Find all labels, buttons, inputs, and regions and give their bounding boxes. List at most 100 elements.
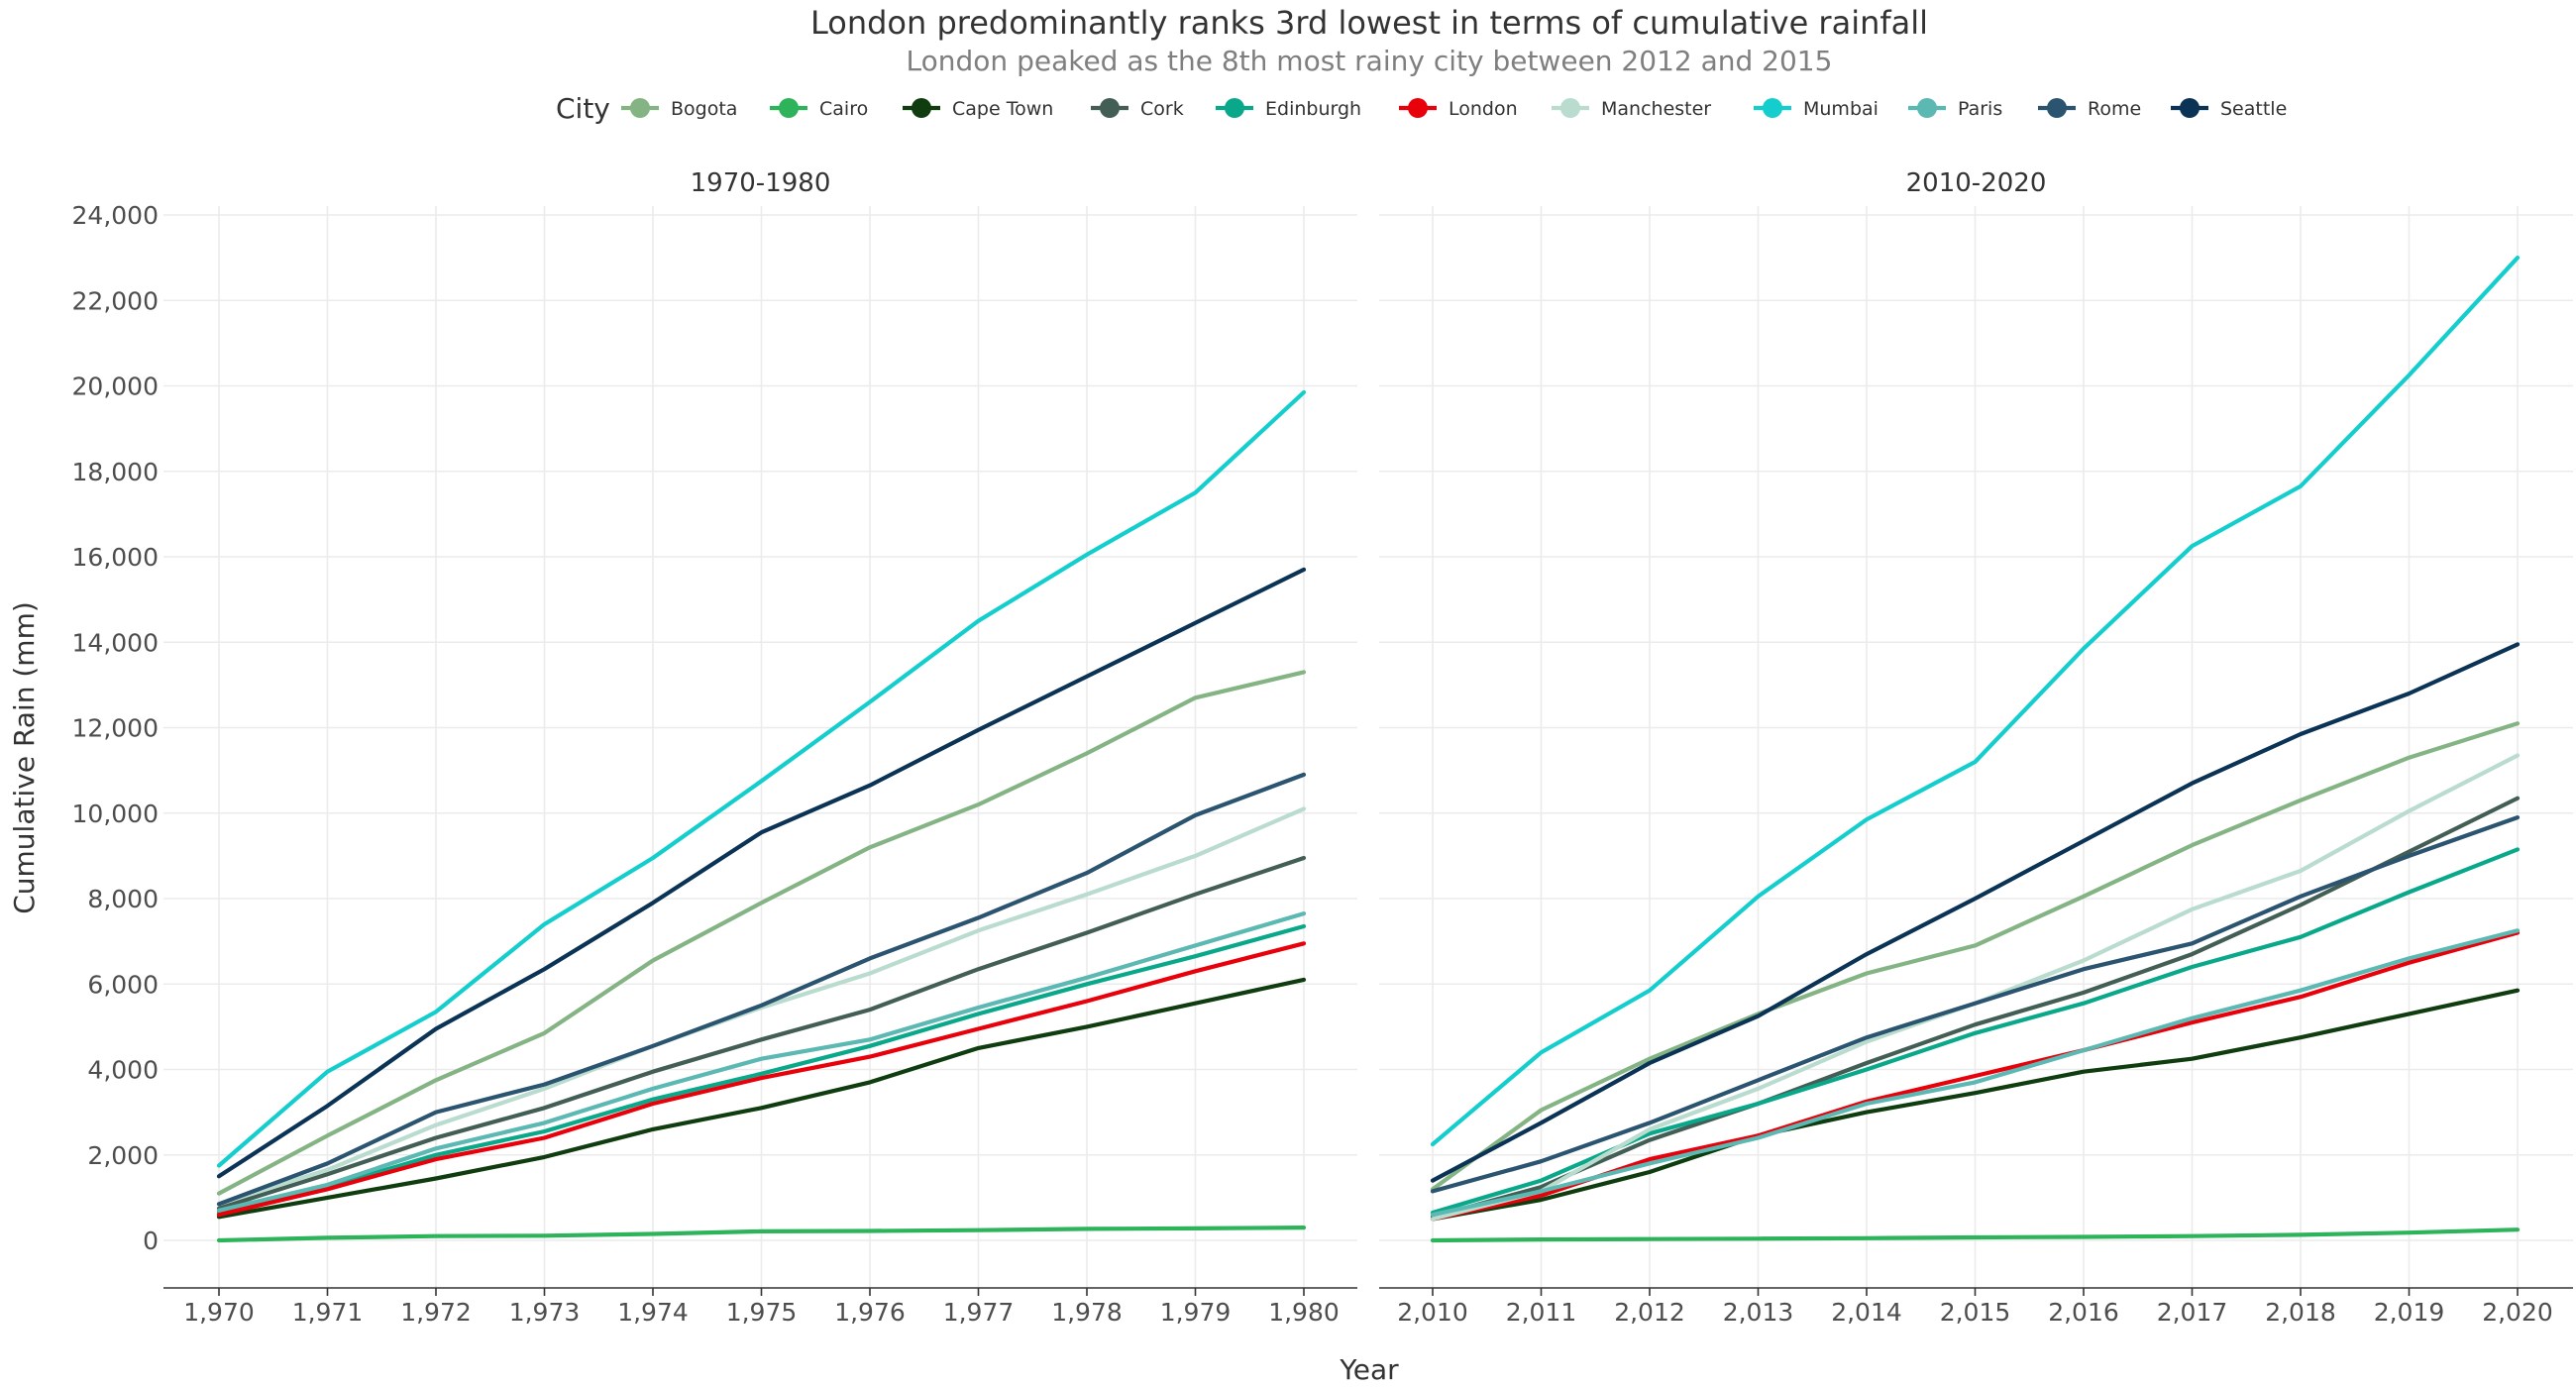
panel-2010-2020: 2010-2020 2,010 2,011 2,012 2,013 2,014 2,015 2…	[1379, 168, 2573, 1327]
legend-item-seattle: Seattle	[2171, 98, 2287, 120]
series-line-cairo	[1430, 1227, 2521, 1243]
legend-label: Cork	[1140, 98, 1184, 120]
gridlines	[163, 206, 1357, 1288]
legend-key-dot	[912, 98, 931, 118]
x-tick-label: 1,974	[617, 1298, 689, 1327]
legend-key-dot	[1763, 98, 1782, 118]
x-tick-label: 2,017	[2157, 1298, 2228, 1327]
legend-item-mumbai: Mumbai	[1754, 98, 1878, 120]
y-tick-label: 14,000	[72, 628, 159, 657]
x-tick-label: 2,014	[1831, 1298, 1902, 1327]
series-line-mumbai	[1430, 256, 2521, 1147]
series-lines	[1430, 256, 2521, 1243]
x-tick-label: 2,013	[1723, 1298, 1794, 1327]
series-line-bogota	[216, 670, 1307, 1196]
x-tick-label: 2,011	[1506, 1298, 1577, 1327]
series-line-cork	[216, 855, 1307, 1211]
legend-title: City	[556, 92, 610, 125]
panel-1970-1980: 1970-1980 1,970 1,971 1,972 1,973 1,974 1,975 1…	[72, 168, 1357, 1327]
x-tick-label: 2,015	[1940, 1298, 2011, 1327]
legend-key-dot	[630, 98, 650, 118]
series-line-paris	[1430, 928, 2521, 1218]
y-tick-label: 10,000	[72, 800, 159, 828]
series-line-rome	[1430, 815, 2521, 1194]
y-tick-label: 22,000	[72, 286, 159, 315]
x-tick-label: 1,971	[292, 1298, 364, 1327]
legend-label: Mumbai	[1803, 98, 1878, 120]
legend-label: Paris	[1958, 98, 2002, 120]
series-line-cape-town	[216, 977, 1307, 1220]
y-tick-label: 8,000	[87, 885, 159, 913]
x-tick-label: 2,016	[2048, 1298, 2119, 1327]
series-line-mumbai	[216, 389, 1307, 1168]
y-tick-label: 12,000	[72, 714, 159, 743]
legend-item-rome: Rome	[2038, 98, 2141, 120]
legend-key-dot	[1917, 98, 1937, 118]
series-line-london	[216, 941, 1307, 1218]
x-tick-label: 1,973	[509, 1298, 581, 1327]
x-tick-label: 1,977	[943, 1298, 1015, 1327]
legend-label: Bogota	[671, 98, 737, 120]
legend-item-paris: Paris	[1908, 98, 2002, 120]
series-line-cairo	[216, 1226, 1307, 1243]
chart-panels: 1970-1980 1,970 1,971 1,972 1,973 1,974 1,975 1…	[72, 168, 2573, 1327]
legend-item-manchester: Manchester	[1552, 98, 1711, 120]
x-axis-title: Year	[1339, 1353, 1399, 1386]
legend-item-cork: Cork	[1091, 98, 1184, 120]
x-tick-label: 2,020	[2482, 1298, 2553, 1327]
legend-label: Edinburgh	[1265, 98, 1361, 120]
y-axis-title: Cumulative Rain (mm)	[8, 601, 41, 914]
series-line-bogota	[1430, 721, 2521, 1192]
legend-item-cape-town: Cape Town	[903, 98, 1053, 120]
x-tick-label: 2,012	[1614, 1298, 1685, 1327]
y-tick-label: 4,000	[87, 1056, 159, 1085]
legend-key-dot	[1560, 98, 1580, 118]
legend-label: London	[1449, 98, 1518, 120]
legend-item-edinburgh: Edinburgh	[1216, 98, 1361, 120]
legend-label: Cape Town	[952, 98, 1053, 120]
legend-label: Rome	[2088, 98, 2141, 120]
series-line-edinburgh	[216, 923, 1307, 1216]
chart-subtitle: London peaked as the 8th most rainy city…	[907, 45, 1833, 77]
series-line-cork	[1430, 796, 2521, 1220]
x-tick-label: 1,978	[1051, 1298, 1123, 1327]
series-line-seattle	[216, 567, 1307, 1179]
legend-key-dot	[779, 98, 799, 118]
x-tick-label: 1,976	[834, 1298, 906, 1327]
gridlines	[1379, 206, 2573, 1288]
facet-label: 2010-2020	[1906, 168, 2047, 198]
x-tick-label: 1,970	[183, 1298, 255, 1327]
series-line-paris	[216, 911, 1307, 1213]
x-tick-label: 1,979	[1160, 1298, 1232, 1327]
legend-key-dot	[2180, 98, 2200, 118]
y-tick-label: 24,000	[72, 201, 159, 230]
series-lines	[216, 389, 1307, 1243]
legend-key-dot	[2047, 98, 2067, 118]
x-tick-label: 2,010	[1397, 1298, 1468, 1327]
legend-key-dot	[1408, 98, 1428, 118]
legend: City Bogota Cairo Cape Town Cork Edinburgh Lo…	[556, 92, 2287, 125]
y-tick-label: 6,000	[87, 970, 159, 999]
legend-label: Cairo	[819, 98, 868, 120]
legend-label: Seattle	[2220, 98, 2287, 120]
x-tick-label: 2,019	[2374, 1298, 2445, 1327]
x-tick-label: 2,018	[2265, 1298, 2336, 1327]
y-tick-label: 18,000	[72, 458, 159, 486]
facet-label: 1970-1980	[691, 168, 831, 198]
series-line-cape-town	[1430, 988, 2521, 1222]
x-tick-label: 1,972	[400, 1298, 472, 1327]
legend-item-cairo: Cairo	[770, 98, 868, 120]
legend-item-london: London	[1399, 98, 1518, 120]
legend-key-dot	[1100, 98, 1120, 118]
chart-title: London predominantly ranks 3rd lowest in…	[810, 4, 1928, 42]
y-tick-label: 16,000	[72, 543, 159, 572]
x-tick-label: 1,980	[1268, 1298, 1340, 1327]
x-tick-label: 1,975	[726, 1298, 798, 1327]
y-tick-label: 20,000	[72, 373, 159, 401]
series-line-seattle	[1430, 642, 2521, 1183]
legend-label: Manchester	[1601, 98, 1711, 120]
series-line-rome	[216, 772, 1307, 1207]
y-tick-label: 0	[143, 1227, 159, 1255]
